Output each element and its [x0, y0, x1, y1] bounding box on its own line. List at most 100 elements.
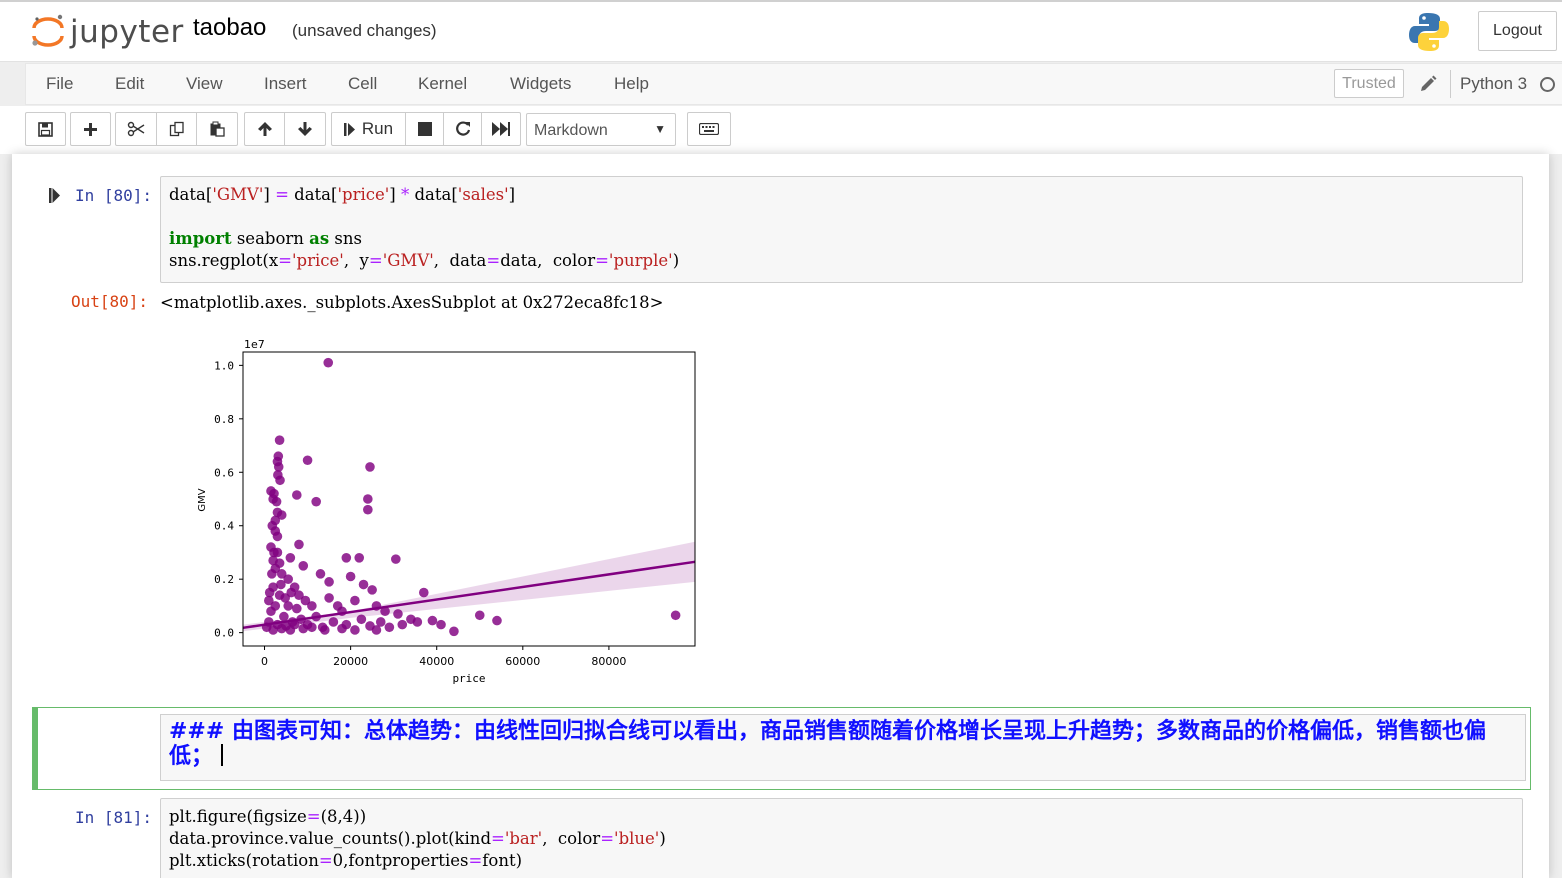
insert-cell-button[interactable]: [71, 113, 110, 145]
interrupt-button[interactable]: [406, 113, 444, 145]
code-cell-input[interactable]: plt.figure(figsize=(8,4)) data.province.…: [160, 798, 1523, 878]
run-group: Run: [331, 112, 521, 146]
data-point: [264, 595, 274, 606]
data-point: [292, 490, 302, 500]
data-point: [273, 462, 284, 472]
notebook-name[interactable]: taobao: [193, 14, 267, 41]
markdown-cell[interactable]: ### 由图表可知：总体趋势：由线性回归拟合线可以看出，商品销售额随着价格增长呈…: [32, 707, 1531, 790]
paste-button[interactable]: [197, 113, 237, 145]
data-point: [294, 539, 304, 550]
data-point: [289, 619, 300, 630]
move-down-button[interactable]: [285, 113, 325, 145]
stop-icon: [417, 122, 432, 136]
data-point: [276, 510, 287, 520]
restart-run-all-button[interactable]: [482, 113, 520, 145]
data-point: [397, 619, 408, 630]
run-cell-icon[interactable]: [49, 188, 61, 203]
data-point: [279, 611, 289, 622]
data-point: [302, 455, 313, 466]
menu-file[interactable]: File: [46, 74, 74, 93]
menu-help[interactable]: Help: [614, 74, 649, 93]
jupyter-logo[interactable]: jupyter: [30, 12, 183, 52]
run-label: Run: [361, 119, 394, 138]
data-point: [354, 553, 365, 563]
run-button[interactable]: Run: [332, 113, 406, 145]
data-point: [375, 617, 386, 627]
markdown-editor[interactable]: ### 由图表可知：总体趋势：由线性回归拟合线可以看出，商品销售额随着价格增长呈…: [160, 714, 1526, 781]
data-point: [272, 531, 283, 542]
code-line: import seaborn as sns: [169, 229, 362, 248]
data-point: [286, 587, 297, 598]
move-group: [244, 112, 326, 146]
menu-insert[interactable]: Insert: [264, 74, 307, 93]
data-point: [371, 625, 382, 635]
data-point: [311, 496, 321, 507]
pencil-icon: [1421, 75, 1437, 91]
data-point: [285, 553, 296, 563]
data-point: [292, 603, 302, 614]
toolbar: Run Markdown ▼: [0, 106, 1562, 154]
command-palette-group: [687, 112, 731, 146]
restart-button[interactable]: [444, 113, 482, 145]
code-line: plt.xticks(rotation=0,fontproperties=fon…: [169, 851, 523, 870]
menu-edit[interactable]: Edit: [115, 74, 145, 93]
data-point: [307, 601, 317, 611]
kernel-name[interactable]: Python 3: [1460, 74, 1528, 93]
y-tick-label: 0.4: [214, 520, 234, 533]
data-point: [419, 587, 429, 598]
arrow-down-icon: [298, 122, 312, 136]
notebook-container: In [80]: data['GMV'] = data['price'] * d…: [12, 154, 1549, 878]
y-axis-label: GMV: [197, 488, 208, 511]
menu-view[interactable]: View: [186, 74, 223, 93]
data-point: [436, 619, 446, 630]
data-point: [670, 610, 681, 621]
menu-cell[interactable]: Cell: [348, 74, 378, 93]
logout-button[interactable]: Logout: [1478, 11, 1557, 51]
data-point: [267, 569, 277, 579]
clipboard-group: [115, 112, 238, 146]
data-point: [319, 625, 330, 635]
data-point: [276, 569, 287, 579]
dropdown-caret-icon: ▼: [654, 122, 666, 136]
data-point: [276, 579, 286, 590]
data-point: [365, 462, 375, 472]
run-icon: [343, 122, 355, 136]
data-point: [356, 614, 367, 625]
x-tick-label: 0: [261, 655, 268, 668]
data-point: [474, 610, 485, 621]
cell-type-value: Markdown: [534, 122, 608, 139]
code-line: plt.figure(figsize=(8,4)): [169, 807, 367, 826]
arrow-up-icon: [257, 122, 272, 136]
data-point: [323, 357, 334, 368]
keyboard-icon: [699, 123, 719, 135]
header: jupyter taobao (unsaved changes) Logout: [0, 2, 1562, 62]
jupyter-logo-icon: [32, 14, 64, 47]
y-tick-label: 0.2: [214, 573, 234, 586]
trusted-indicator[interactable]: Trusted: [1334, 69, 1404, 98]
plot-frame: [242, 351, 696, 647]
cell-type-select[interactable]: Markdown ▼: [526, 113, 676, 146]
copy-button[interactable]: [157, 113, 197, 145]
cut-button[interactable]: [116, 113, 157, 145]
move-up-button[interactable]: [245, 113, 285, 145]
data-point: [393, 609, 403, 619]
menu-kernel[interactable]: Kernel: [418, 74, 468, 93]
output-text: <matplotlib.axes._subplots.AxesSubplot a…: [160, 293, 664, 312]
data-point: [324, 593, 334, 603]
data-point: [337, 623, 347, 634]
x-axis-label: price: [452, 672, 485, 684]
data-point: [283, 601, 293, 611]
y-tick-label: 0.6: [214, 466, 234, 479]
copy-icon: [169, 121, 184, 137]
data-point: [298, 561, 309, 571]
data-point: [380, 606, 390, 617]
jupyter-wordmark: jupyter: [70, 14, 184, 50]
command-palette-button[interactable]: [688, 113, 730, 145]
text-cursor: [221, 744, 224, 766]
menu-widgets[interactable]: Widgets: [510, 74, 572, 93]
data-point: [271, 496, 282, 507]
save-button[interactable]: [26, 113, 65, 145]
data-point: [350, 595, 360, 606]
code-cell-input[interactable]: data['GMV'] = data['price'] * data['sale…: [160, 176, 1523, 283]
regplot-chart: 0.0 0.2 0.4 0.6 0.8 1.0 0 20000 40000 60000 80000…: [197, 338, 696, 684]
